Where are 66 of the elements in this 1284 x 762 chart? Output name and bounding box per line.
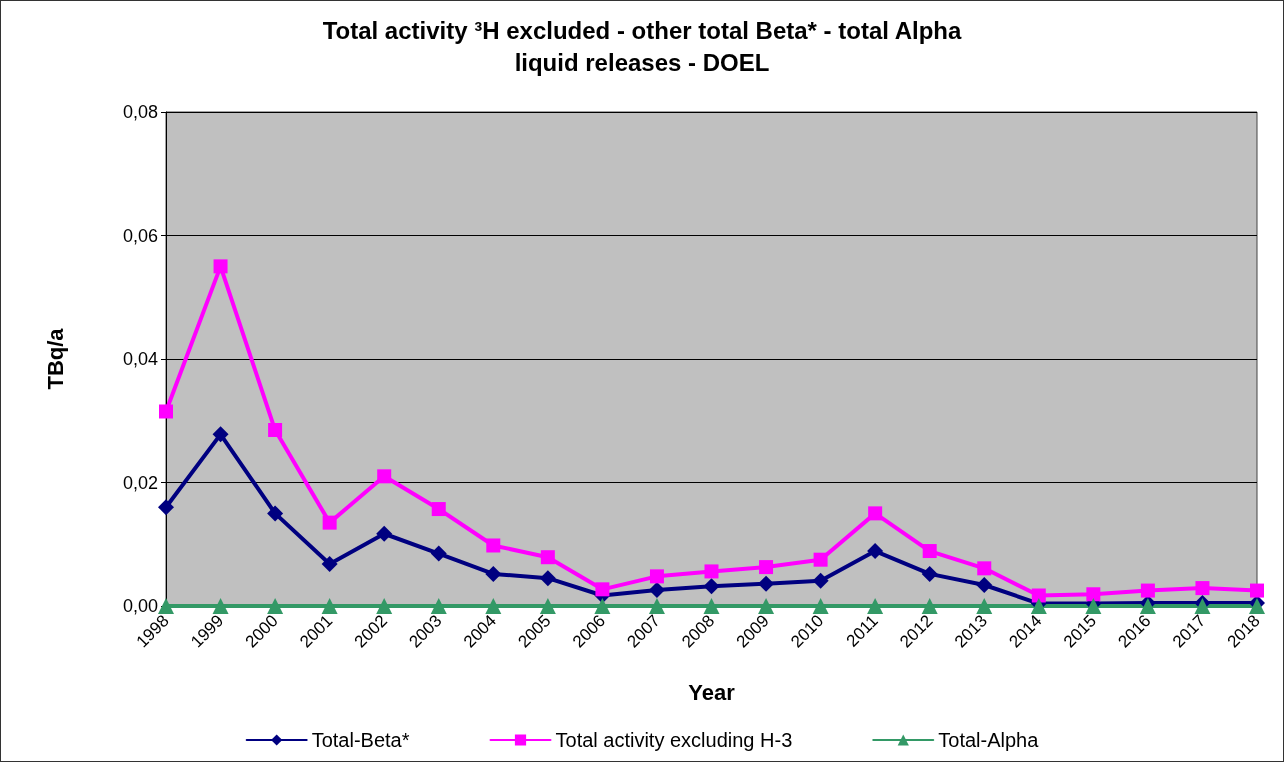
point <box>921 565 938 582</box>
point <box>158 598 174 614</box>
point <box>1250 583 1264 598</box>
point <box>868 506 883 521</box>
point <box>758 575 775 592</box>
point <box>703 598 720 614</box>
point <box>267 598 284 614</box>
point <box>485 598 502 614</box>
point <box>704 564 719 579</box>
point <box>648 598 665 614</box>
point <box>649 569 664 584</box>
legend-label: Total-Beta* <box>311 729 410 751</box>
point <box>321 556 338 573</box>
point <box>648 581 665 598</box>
point <box>594 598 611 614</box>
point <box>758 598 775 614</box>
y-tick-label: 0,00 <box>122 596 158 616</box>
point <box>213 259 228 274</box>
point <box>1249 598 1265 614</box>
point <box>867 598 884 614</box>
legend-label: Total activity excluding H-3 <box>555 729 793 751</box>
point <box>922 544 937 559</box>
point <box>267 505 284 522</box>
point <box>976 598 993 614</box>
point <box>376 598 393 614</box>
y-axis-title: TBq/a <box>42 327 68 390</box>
point <box>1031 588 1046 603</box>
chart-title: Total activity ³H excluded - other total Beta* - total Alpha liquid releases - DOEL <box>322 16 963 76</box>
point <box>486 538 501 553</box>
point <box>812 598 829 614</box>
point <box>1195 581 1210 596</box>
point <box>595 582 610 597</box>
point <box>540 550 555 565</box>
y-tick-label: 0,04 <box>122 349 158 369</box>
point <box>539 598 556 614</box>
point <box>703 578 720 595</box>
y-tick-label: 0,02 <box>122 472 158 493</box>
y-tick-label: 0,08 <box>122 102 158 122</box>
point <box>212 426 229 443</box>
point <box>430 598 447 614</box>
y-tick-label: 0,06 <box>122 225 158 246</box>
point <box>322 515 337 530</box>
point <box>485 565 502 582</box>
point <box>158 499 174 516</box>
point <box>1139 598 1156 614</box>
point <box>321 598 338 614</box>
point <box>268 423 283 438</box>
point <box>377 469 392 484</box>
point <box>921 598 938 614</box>
point <box>1194 598 1211 614</box>
point <box>976 577 993 594</box>
point <box>539 570 556 587</box>
legend-label: Total-Alpha <box>938 729 1040 751</box>
x-axis-title: Year <box>688 679 736 705</box>
point <box>759 560 774 575</box>
point <box>159 404 173 419</box>
point <box>1140 583 1155 598</box>
point <box>977 561 992 576</box>
point <box>1086 587 1101 602</box>
point <box>813 552 828 567</box>
point <box>431 502 446 517</box>
point <box>376 525 393 542</box>
point <box>212 598 229 614</box>
point <box>430 545 447 562</box>
point <box>867 543 884 560</box>
point <box>812 572 829 589</box>
